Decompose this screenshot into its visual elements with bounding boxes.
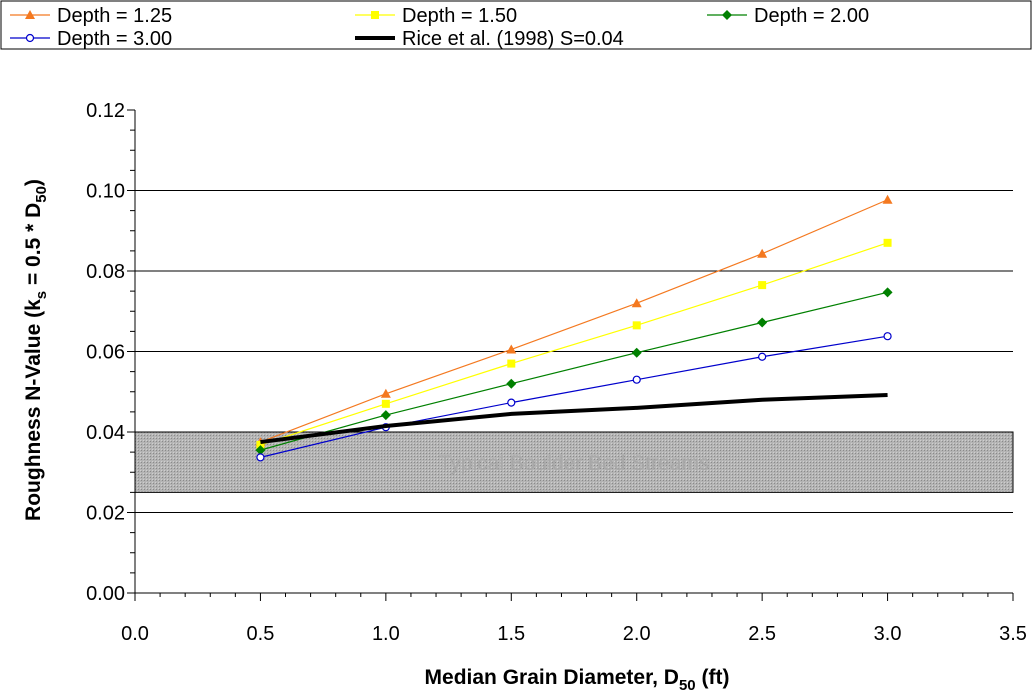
legend: Depth = 1.25 Depth = 1.50 Depth = 2.00 Dept… — [10, 5, 869, 50]
data-point — [632, 321, 641, 330]
series-layer — [255, 194, 893, 462]
data-point — [882, 194, 893, 204]
data-point — [757, 317, 768, 328]
data-point — [380, 410, 391, 421]
legend-marker — [722, 10, 732, 20]
series-depth-2-00 — [255, 287, 893, 456]
data-point — [631, 298, 642, 308]
legend-entry-rice-et-al-1998-s-0-04: Rice et al. (1998) S=0.04 — [355, 28, 624, 50]
data-point — [757, 248, 768, 258]
data-point — [255, 445, 266, 456]
x-tick-label: 1.5 — [497, 623, 525, 645]
legend-marker — [25, 33, 35, 43]
series-line — [260, 335, 888, 458]
data-point — [380, 388, 391, 398]
legend-marker — [25, 10, 35, 19]
series-rice-et-al-1998-s-0-04 — [260, 392, 888, 445]
data-point — [883, 238, 892, 247]
legend-label: Depth = 2.00 — [754, 5, 869, 27]
x-tick-label: 3.5 — [999, 623, 1027, 645]
legend-label: Depth = 1.25 — [57, 5, 172, 27]
data-point — [506, 344, 517, 354]
y-tick-label: 0.10 — [86, 181, 125, 203]
x-tick-label: 2.0 — [623, 623, 651, 645]
x-tick-label: 1.0 — [372, 623, 400, 645]
data-point — [632, 375, 641, 384]
y-tick-label: 0.12 — [86, 100, 125, 122]
y-axis-title: Roughness N-Value (ks = 0.5 * D50) — [22, 179, 50, 521]
legend-label: Depth = 1.50 — [402, 5, 517, 27]
y-tick-labels: 0.00 0.02 0.04 0.06 0.08 0.10 0.12 — [86, 100, 125, 605]
x-tick-label: 3.0 — [874, 623, 902, 645]
data-point — [883, 332, 892, 341]
x-axis-title: Median Grain Diameter, D50 (ft) — [425, 666, 730, 694]
series-depth-1-50 — [256, 238, 892, 449]
data-point — [507, 398, 516, 407]
x-tick-label: 0.5 — [247, 623, 275, 645]
data-point — [758, 281, 767, 290]
data-point — [506, 378, 517, 389]
data-point — [381, 399, 390, 408]
series-line — [260, 291, 888, 451]
y-tick-label: 0.00 — [86, 583, 125, 605]
series-line — [260, 242, 888, 446]
data-point — [256, 440, 265, 449]
legend-box — [0, 0, 1032, 50]
typical-boulder-band — [134, 431, 1014, 493]
legend-label: Rice et al. (1998) S=0.04 — [402, 28, 624, 50]
legend-entry-depth-1-25: Depth = 1.25 — [10, 5, 172, 27]
x-tick-labels: 0.0 0.5 1.0 1.5 2.0 2.5 3.0 3.5 — [121, 623, 1027, 645]
series-line — [260, 392, 888, 445]
axes — [127, 109, 1014, 601]
data-point — [758, 352, 767, 361]
y-tick-label: 0.04 — [86, 422, 125, 444]
data-point — [631, 347, 642, 358]
data-point — [256, 453, 265, 462]
series-line — [260, 199, 888, 443]
y-tick-label: 0.02 — [86, 503, 125, 525]
data-point — [507, 359, 516, 368]
y-tick-label: 0.08 — [86, 261, 125, 283]
legend-entry-depth-3-00: Depth = 3.00 — [10, 28, 172, 50]
y-tick-label: 0.06 — [86, 342, 125, 364]
legend-label: Depth = 3.00 — [57, 28, 172, 50]
band-label: Typical Boulder Bed Streams — [439, 452, 710, 475]
x-tick-label: 0.0 — [121, 623, 149, 645]
legend-marker — [371, 11, 379, 19]
legend-entry-depth-2-00: Depth = 2.00 — [707, 5, 869, 27]
x-tick-label: 2.5 — [748, 623, 776, 645]
data-point — [882, 287, 893, 298]
legend-entry-depth-1-50: Depth = 1.50 — [355, 5, 517, 27]
series-depth-1-25 — [255, 194, 893, 447]
